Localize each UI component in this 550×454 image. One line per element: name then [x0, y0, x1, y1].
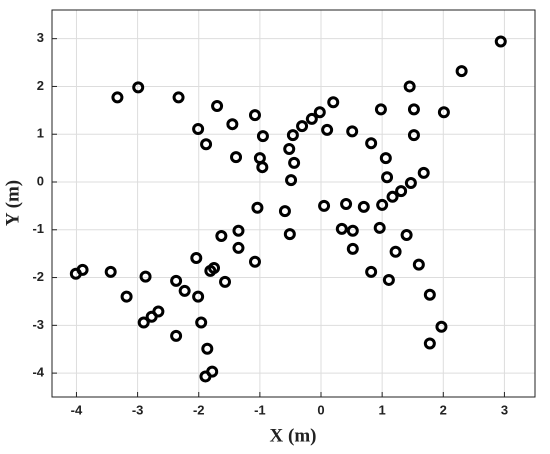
point: [346, 242, 359, 255]
point: [120, 290, 133, 303]
point: [407, 129, 420, 142]
x-tick-label: 3: [501, 402, 508, 417]
x-tick-label: 1: [379, 402, 386, 417]
point: [455, 65, 468, 78]
y-tick-label: 1: [37, 126, 44, 141]
point: [201, 342, 214, 355]
point: [404, 176, 417, 189]
point: [219, 275, 232, 288]
point: [400, 229, 413, 242]
point: [386, 190, 399, 203]
point: [172, 91, 185, 104]
point: [365, 137, 378, 150]
point: [285, 174, 298, 187]
point: [190, 251, 203, 264]
point: [335, 222, 348, 235]
point: [226, 118, 239, 131]
point: [286, 129, 299, 142]
point: [403, 80, 416, 93]
point: [111, 91, 124, 104]
point: [232, 241, 245, 254]
point: [278, 205, 291, 218]
point: [435, 320, 448, 333]
y-tick-label: -2: [32, 269, 44, 284]
point: [288, 156, 301, 169]
point: [305, 112, 318, 125]
point: [283, 143, 296, 156]
y-tick-label: -1: [32, 221, 44, 236]
point: [145, 310, 158, 323]
point: [382, 273, 395, 286]
point: [373, 221, 386, 234]
point: [204, 264, 217, 277]
point: [195, 316, 208, 329]
y-tick-label: -4: [32, 365, 44, 380]
point: [137, 316, 150, 329]
point: [313, 106, 326, 119]
point: [417, 166, 430, 179]
point: [170, 274, 183, 287]
point: [357, 200, 370, 213]
x-tick-label: -4: [71, 402, 83, 417]
point: [256, 130, 269, 143]
point: [376, 198, 389, 211]
point: [251, 201, 264, 214]
y-tick-label: -3: [32, 317, 44, 332]
x-tick-label: -2: [193, 402, 205, 417]
point: [389, 245, 402, 258]
point: [365, 265, 378, 278]
point: [192, 290, 205, 303]
x-tick-label: 2: [440, 402, 447, 417]
plot-frame: [51, 9, 536, 398]
point: [211, 100, 224, 113]
y-tick-label: 2: [37, 78, 44, 93]
y-tick-label: 0: [37, 173, 44, 188]
point: [256, 161, 269, 174]
point: [412, 258, 425, 271]
point: [381, 171, 394, 184]
point: [232, 224, 245, 237]
point: [340, 197, 353, 210]
x-tick-label: -1: [254, 402, 266, 417]
point: [178, 284, 191, 297]
point: [248, 109, 261, 122]
point: [321, 123, 334, 136]
point: [437, 106, 450, 119]
point: [423, 288, 436, 301]
point: [200, 138, 213, 151]
point: [248, 255, 261, 268]
point: [423, 337, 436, 350]
point: [139, 270, 152, 283]
x-tick-label: 0: [317, 402, 324, 417]
point: [132, 81, 145, 94]
point: [296, 120, 309, 133]
point: [69, 267, 82, 280]
point: [283, 228, 296, 241]
x-axis-label: X (m): [270, 425, 317, 446]
point: [494, 35, 507, 48]
point: [318, 199, 331, 212]
point: [199, 370, 212, 383]
x-tick-label: -3: [132, 402, 144, 417]
point: [230, 151, 243, 164]
point: [327, 96, 340, 109]
point: [379, 152, 392, 165]
point: [395, 185, 408, 198]
point: [170, 329, 183, 342]
point: [192, 122, 205, 135]
point: [215, 229, 228, 242]
point: [407, 103, 420, 116]
point: [346, 125, 359, 138]
y-axis-label: Y (m): [2, 180, 23, 226]
point: [104, 265, 117, 278]
point: [374, 103, 387, 116]
y-tick-label: 3: [37, 30, 44, 45]
point: [346, 224, 359, 237]
